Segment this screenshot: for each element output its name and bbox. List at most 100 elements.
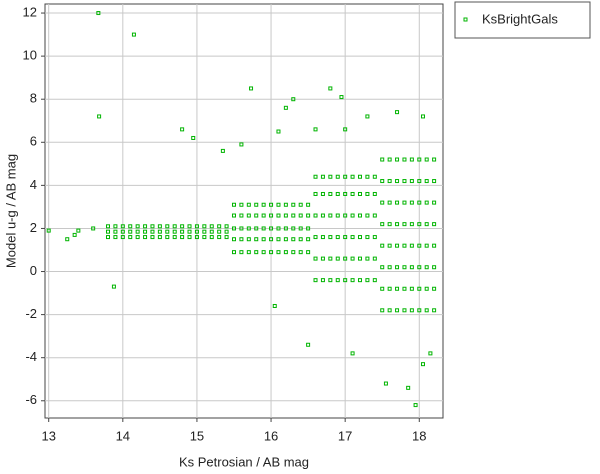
point xyxy=(357,213,362,218)
point xyxy=(402,222,407,227)
point xyxy=(298,250,303,255)
point xyxy=(432,308,437,313)
point xyxy=(409,265,414,270)
point xyxy=(365,235,370,240)
point xyxy=(417,222,422,227)
point xyxy=(395,222,400,227)
point xyxy=(402,200,407,205)
point xyxy=(395,265,400,270)
point xyxy=(239,142,244,147)
point xyxy=(113,224,118,229)
point xyxy=(432,200,437,205)
point xyxy=(350,351,355,356)
point xyxy=(249,86,254,91)
point xyxy=(335,191,340,196)
point xyxy=(143,224,148,229)
x-tick-label: 16 xyxy=(264,428,278,443)
point xyxy=(357,191,362,196)
point xyxy=(172,224,177,229)
point xyxy=(428,351,433,356)
point xyxy=(402,179,407,184)
point xyxy=(328,278,333,283)
point xyxy=(417,286,422,291)
point xyxy=(395,243,400,248)
point xyxy=(283,202,288,207)
point xyxy=(350,235,355,240)
point xyxy=(357,235,362,240)
point xyxy=(254,213,259,218)
point xyxy=(372,213,377,218)
point xyxy=(387,157,392,162)
point xyxy=(320,278,325,283)
point xyxy=(165,229,170,234)
point xyxy=(409,286,414,291)
point xyxy=(209,224,214,229)
point xyxy=(246,237,251,242)
point xyxy=(261,237,266,242)
point xyxy=(343,256,348,261)
point xyxy=(97,114,102,119)
point xyxy=(291,213,296,218)
point xyxy=(96,11,101,16)
point xyxy=(380,200,385,205)
point xyxy=(365,256,370,261)
point xyxy=(283,105,288,110)
point xyxy=(372,256,377,261)
point xyxy=(187,235,192,240)
point xyxy=(357,278,362,283)
point xyxy=(120,235,125,240)
point xyxy=(276,129,281,134)
point xyxy=(194,229,199,234)
point xyxy=(424,286,429,291)
point xyxy=(424,157,429,162)
point xyxy=(335,235,340,240)
point xyxy=(172,229,177,234)
point xyxy=(217,229,222,234)
point xyxy=(320,174,325,179)
point xyxy=(432,179,437,184)
point xyxy=(111,284,116,289)
point xyxy=(143,229,148,234)
point xyxy=(180,127,185,132)
point xyxy=(372,235,377,240)
point xyxy=(194,224,199,229)
point xyxy=(383,381,388,386)
point xyxy=(306,213,311,218)
point xyxy=(276,250,281,255)
point xyxy=(298,202,303,207)
point xyxy=(276,237,281,242)
point xyxy=(291,97,296,102)
x-tick-label: 15 xyxy=(190,428,204,443)
point xyxy=(217,235,222,240)
point xyxy=(380,286,385,291)
point xyxy=(105,224,110,229)
point xyxy=(432,286,437,291)
point xyxy=(365,174,370,179)
point xyxy=(395,110,400,115)
point xyxy=(395,286,400,291)
point xyxy=(65,237,70,242)
point xyxy=(387,265,392,270)
point xyxy=(402,157,407,162)
point xyxy=(387,222,392,227)
point xyxy=(120,224,125,229)
point xyxy=(194,235,199,240)
point xyxy=(380,265,385,270)
x-tick-label: 18 xyxy=(412,428,426,443)
point xyxy=(291,250,296,255)
point xyxy=(387,308,392,313)
point xyxy=(224,235,229,240)
x-axis-label: Ks Petrosian / AB mag xyxy=(179,454,309,469)
point xyxy=(239,237,244,242)
point xyxy=(320,256,325,261)
point xyxy=(424,222,429,227)
point xyxy=(409,157,414,162)
point xyxy=(395,308,400,313)
point xyxy=(387,243,392,248)
point xyxy=(380,308,385,313)
point xyxy=(424,200,429,205)
point xyxy=(313,213,318,218)
point xyxy=(424,308,429,313)
point xyxy=(105,235,110,240)
point xyxy=(432,157,437,162)
